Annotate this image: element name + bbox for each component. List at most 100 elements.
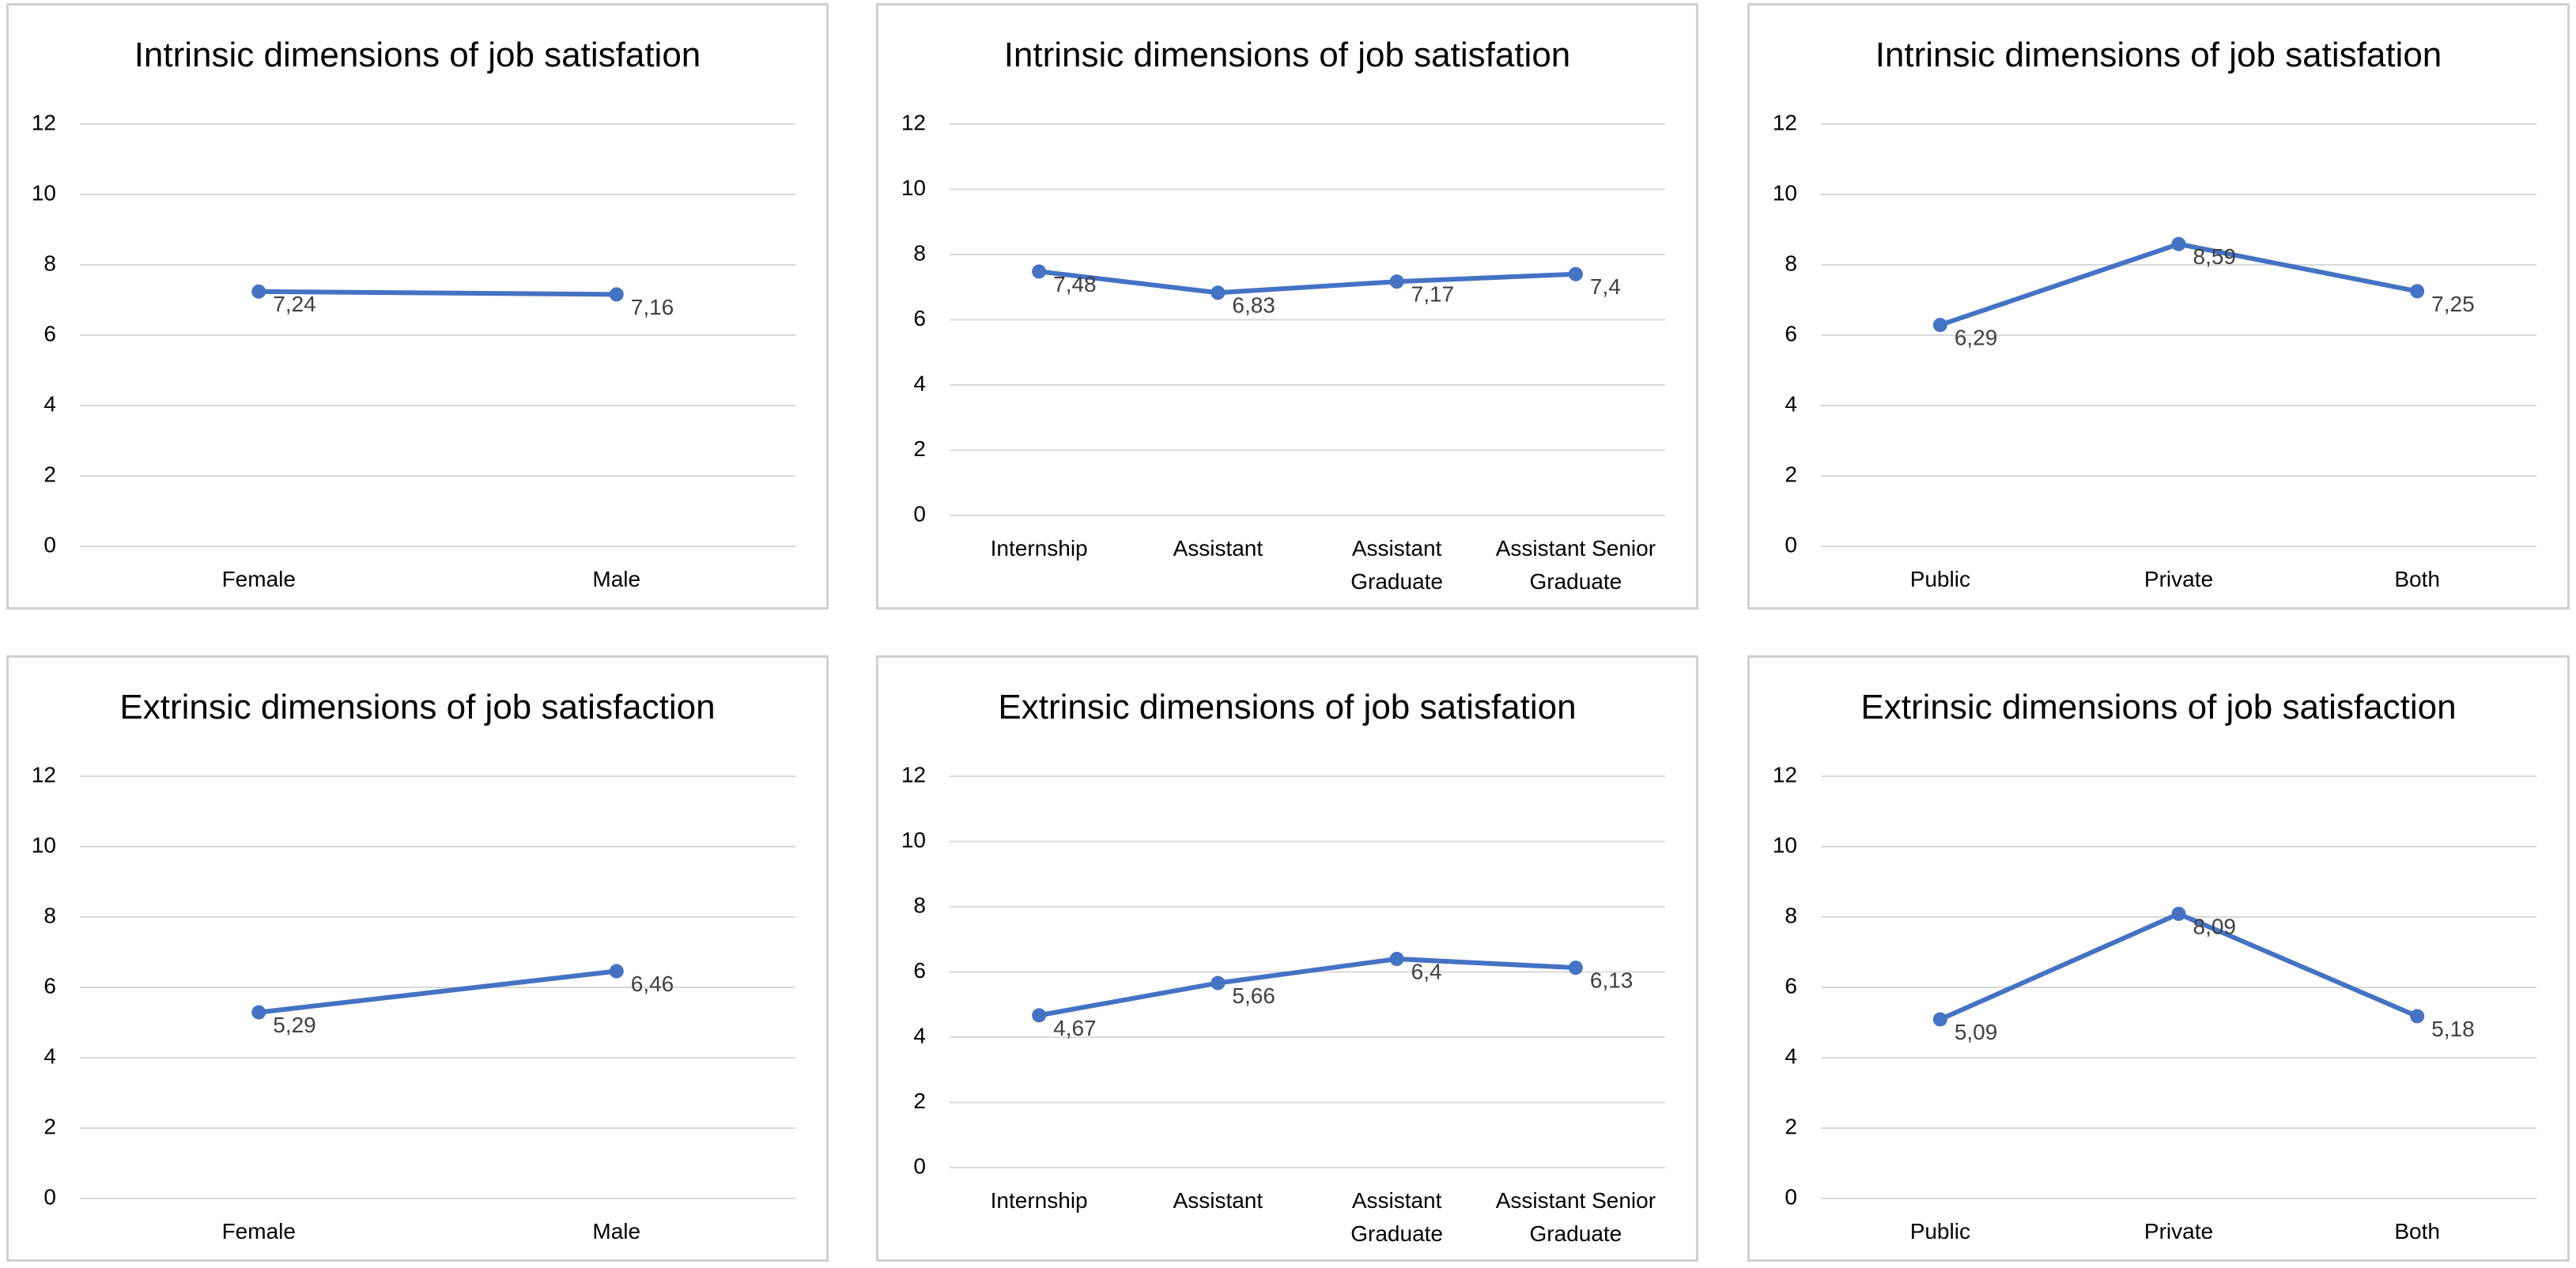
- marker: [2410, 1009, 2425, 1024]
- chart-title: Extrinsic dimensions of job satisfaction: [1860, 688, 2457, 726]
- y-tick-label: 12: [32, 110, 56, 134]
- x-tick-label: Assistant: [1173, 536, 1263, 560]
- chart-title: Extrinsic dimensions of job satisfation: [998, 688, 1577, 726]
- y-tick-label: 2: [43, 1114, 56, 1138]
- x-tick-label: Assistant Senior Graduate: [1495, 536, 1656, 594]
- y-tick-label: 6: [1785, 973, 1797, 998]
- y-tick-label: 4: [43, 391, 56, 416]
- chart: 0 2 4 6 8 10 12 5,29 6,46: [32, 762, 795, 1209]
- x-tick-label: Public: [1909, 567, 1970, 591]
- marker: [1032, 1008, 1047, 1023]
- chart: 0 2 4 6 8 10 12 4,67 5,66 6,4 6,13: [901, 762, 1665, 1178]
- chart-title: Intrinsic dimensions of job satisfation: [134, 36, 701, 74]
- y-tick-label: 4: [1785, 391, 1797, 416]
- y-tick-label: 10: [901, 828, 926, 852]
- x-tick-label: Private: [2144, 1219, 2214, 1243]
- y-tick-label: 0: [913, 1153, 926, 1178]
- data-label: 5,66: [1232, 983, 1275, 1008]
- x-tick-label: Assistant Graduate: [1350, 536, 1443, 594]
- data-label: 6,46: [631, 972, 674, 996]
- marker: [2410, 284, 2425, 299]
- y-tick-label: 2: [43, 462, 56, 486]
- y-tick-label: 6: [1785, 321, 1797, 345]
- chart-title: Intrinsic dimensions of job satisfation: [1875, 36, 2442, 74]
- y-tick-label: 4: [43, 1043, 56, 1068]
- data-label: 5,29: [273, 1013, 316, 1037]
- marker: [1932, 318, 1947, 333]
- y-tick-label: 2: [913, 1089, 926, 1113]
- marker: [609, 287, 624, 302]
- chart: 0 2 4 6 8 10 12 7,24 7,16: [32, 110, 795, 557]
- y-tick-label: 12: [1773, 110, 1797, 134]
- x-tick-label: Male: [592, 567, 641, 591]
- y-tick-label: 6: [913, 958, 926, 983]
- y-tick-label: 0: [1785, 532, 1797, 557]
- y-tick-label: 0: [43, 532, 56, 557]
- marker: [609, 964, 624, 979]
- line: [258, 968, 618, 1015]
- y-tick-label: 4: [1785, 1043, 1797, 1068]
- x-tick-label: Assistant Senior Graduate: [1495, 1188, 1656, 1246]
- x-tick-label: Both: [2394, 1219, 2440, 1243]
- chart-panel: 0 2 4 6 8 10 12 5,09 8,09 5,18 Extrinsic dimension…: [1747, 655, 2570, 1262]
- y-tick-label: 10: [1773, 180, 1797, 205]
- chart-panel: 0 2 4 6 8 10 12 6,29 8,59 7,25 Intrinsic dimension…: [1747, 3, 2570, 609]
- y-tick-label: 0: [43, 1184, 56, 1209]
- y-tick-label: 0: [1785, 1184, 1797, 1209]
- chart-panel: 0 2 4 6 8 10 12 4,67 5,66 6,4 6,13 Extrinsic dimens…: [876, 655, 1698, 1262]
- x-tick-label: Both: [2394, 567, 2440, 591]
- y-tick-label: 0: [913, 501, 926, 526]
- data-label: 8,59: [2193, 244, 2237, 269]
- marker: [1932, 1012, 1947, 1027]
- y-tick-label: 10: [32, 180, 56, 205]
- chart-title: Intrinsic dimensions of job satisfation: [1003, 36, 1571, 74]
- x-tick-label: Internship: [990, 536, 1088, 560]
- marker: [2171, 906, 2186, 921]
- chart-panel: 0 2 4 6 8 10 12 7,48 6,83 7,17 7,4 Intrinsic dimens…: [876, 3, 1698, 609]
- line: [1038, 269, 1577, 296]
- y-tick-label: 8: [43, 903, 56, 927]
- y-tick-label: 2: [913, 436, 926, 461]
- chart: 0 2 4 6 8 10 12 6,29 8,59 7,25: [1773, 110, 2536, 557]
- y-tick-label: 6: [43, 973, 56, 998]
- data-label: 5,09: [1955, 1020, 1998, 1044]
- x-tick-label: Internship: [990, 1188, 1088, 1213]
- y-tick-label: 4: [913, 1023, 926, 1047]
- y-tick-label: 12: [1773, 762, 1797, 787]
- y-tick-label: 8: [43, 251, 56, 275]
- x-tick-label: Female: [221, 567, 296, 591]
- data-label: 7,24: [273, 292, 316, 316]
- y-tick-label: 6: [43, 321, 56, 345]
- x-tick-label: Male: [592, 1219, 641, 1243]
- chart-title: Extrinsic dimensions of job satisfaction: [119, 688, 716, 726]
- x-tick-label: Public: [1909, 1219, 1970, 1243]
- x-tick-label: Assistant: [1173, 1188, 1263, 1213]
- data-label: 7,4: [1590, 274, 1621, 299]
- y-tick-label: 2: [1785, 462, 1797, 486]
- y-tick-label: 12: [901, 110, 926, 134]
- marker: [1568, 960, 1583, 976]
- marker: [1211, 285, 1226, 300]
- marker: [1389, 952, 1404, 966]
- line: [1939, 241, 2418, 327]
- marker: [2171, 236, 2186, 251]
- y-tick-label: 6: [913, 306, 926, 330]
- y-tick-label: 12: [901, 762, 926, 787]
- y-tick-label: 10: [32, 832, 56, 857]
- x-tick-label: Private: [2144, 567, 2214, 591]
- line: [1038, 957, 1577, 1018]
- marker: [1389, 274, 1404, 289]
- chart-panel: 0 2 4 6 8 10 12 7,24 7,16 Intrinsic dimensions of…: [6, 3, 829, 609]
- marker: [1032, 264, 1047, 279]
- y-tick-label: 10: [901, 175, 926, 200]
- data-label: 6,83: [1232, 293, 1275, 318]
- marker: [1568, 266, 1583, 281]
- chart-panel: 0 2 4 6 8 10 12 5,29 6,46 Extrinsic dimensions of…: [6, 655, 829, 1262]
- data-label: 7,17: [1411, 282, 1455, 307]
- data-label: 6,13: [1590, 968, 1634, 993]
- data-label: 8,09: [2193, 914, 2237, 938]
- y-tick-label: 8: [1785, 903, 1797, 927]
- y-tick-label: 8: [913, 240, 926, 265]
- data-label: 6,4: [1411, 959, 1442, 983]
